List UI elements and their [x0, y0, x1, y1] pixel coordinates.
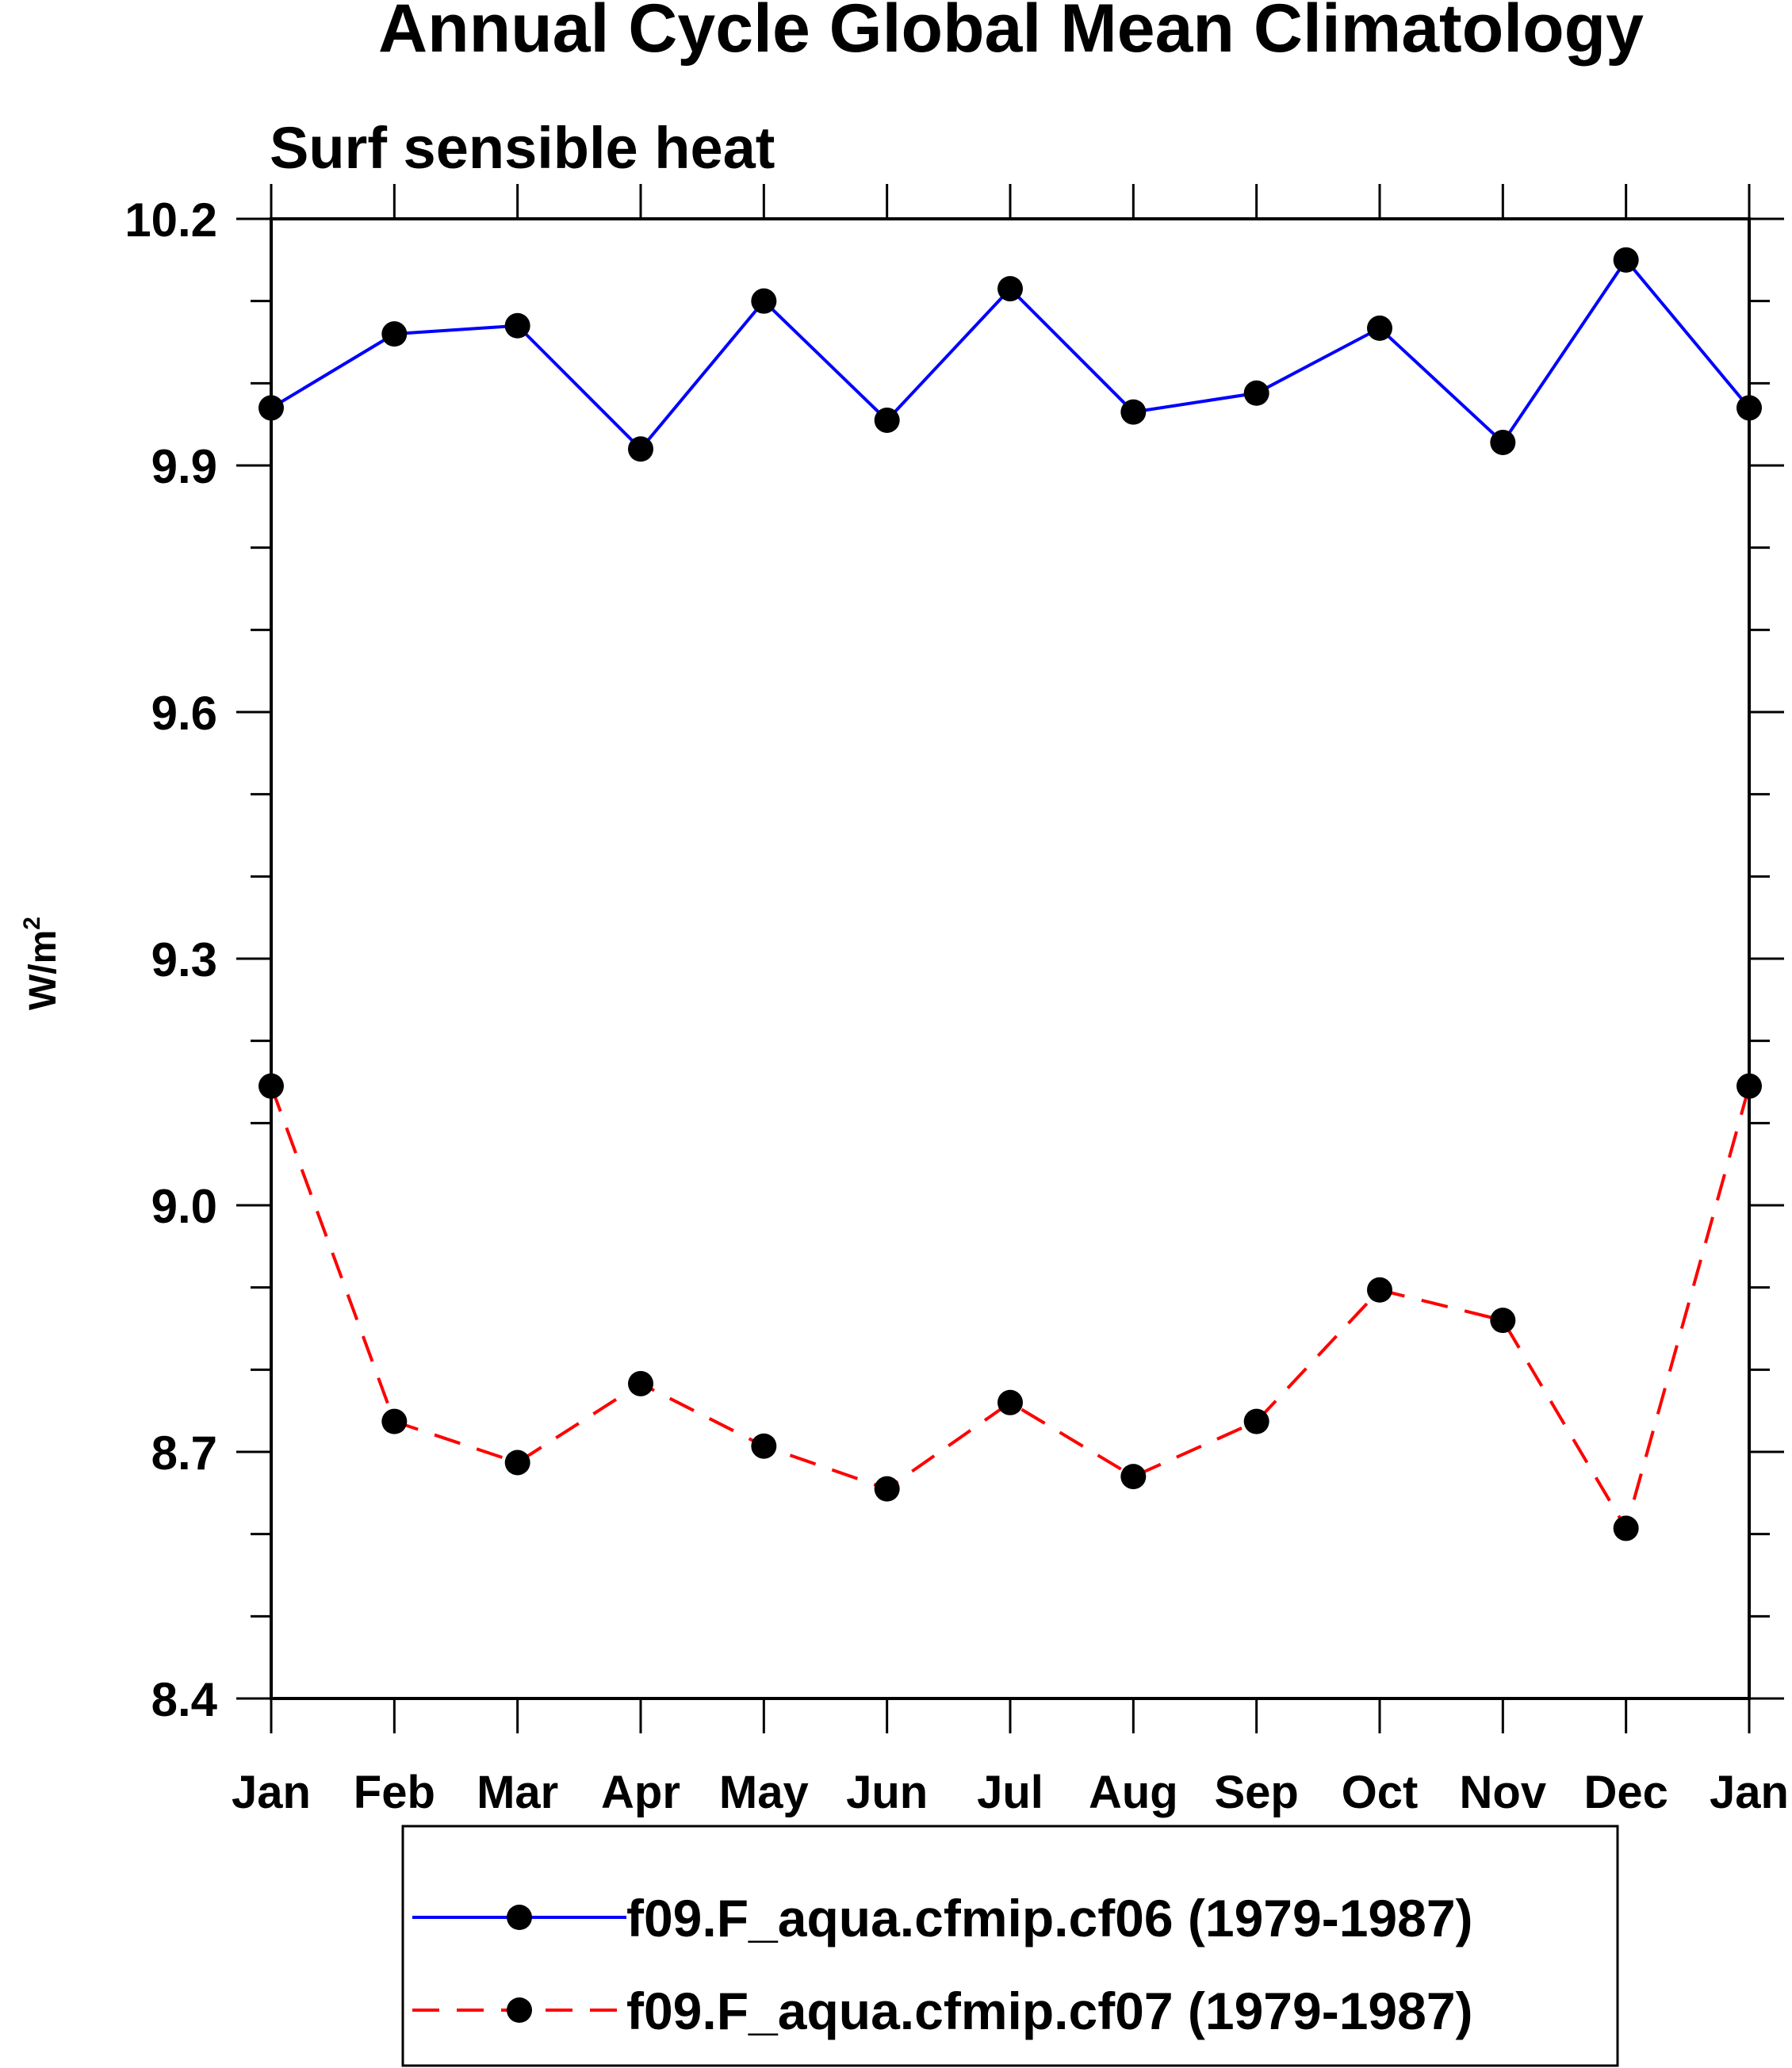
- data-point-series-1: [1613, 247, 1639, 273]
- data-point-series-2: [997, 1389, 1023, 1415]
- data-point-series-2: [1490, 1308, 1516, 1334]
- x-tick-label: Aug: [1089, 1767, 1178, 1818]
- y-axis-label: W/m2: [19, 917, 64, 1010]
- legend-box: [401, 1825, 1619, 2067]
- data-point-series-2: [1120, 1464, 1147, 1490]
- legend-marker-series-1: [507, 1905, 532, 1930]
- svg-text:W/m2: W/m2: [19, 917, 64, 1010]
- chart-subtitle: Surf sensible heat: [270, 115, 775, 181]
- axis-ticks: [236, 184, 1784, 1733]
- y-tick-labels: 8.4 8.7 9.0 9.3 9.6 9.9 10.2: [124, 193, 217, 1726]
- x-tick-label: Dec: [1583, 1767, 1668, 1818]
- data-point-series-1: [874, 407, 900, 433]
- x-tick-label: Nov: [1460, 1767, 1547, 1818]
- data-point-series-2: [1613, 1515, 1639, 1541]
- data-point-series-2: [381, 1408, 408, 1434]
- y-tick-label: 9.3: [151, 933, 217, 986]
- x-tick-label: May: [719, 1767, 809, 1818]
- data-point-series-2: [1367, 1277, 1392, 1303]
- data-point-series-2: [504, 1450, 530, 1476]
- x-tick-label: Jan: [232, 1767, 311, 1818]
- x-tick-label: Jul: [977, 1767, 1043, 1818]
- y-tick-label: 9.6: [151, 687, 217, 740]
- data-point-series-1: [381, 321, 408, 347]
- data-point-series-2: [628, 1370, 653, 1396]
- y-tick-label: 10.2: [124, 193, 217, 247]
- data-point-series-1: [504, 312, 530, 339]
- y-tick-label: 8.4: [151, 1673, 218, 1726]
- data-point-series-1: [1490, 429, 1516, 455]
- x-tick-label: Apr: [601, 1767, 680, 1818]
- data-point-series-1: [258, 395, 284, 421]
- legend-label-series-1: f09.F_aqua.cfmip.cf06 (1979-1987): [626, 1889, 1473, 1947]
- data-point-series-2: [751, 1433, 777, 1459]
- data-point-series-1: [1367, 315, 1392, 341]
- x-tick-label: Mar: [477, 1767, 558, 1818]
- data-point-series-1: [751, 288, 777, 314]
- legend-label-series-2: f09.F_aqua.cfmip.cf07 (1979-1987): [626, 1982, 1473, 2040]
- x-tick-label: Oct: [1342, 1767, 1419, 1818]
- y-tick-label: 8.7: [151, 1427, 217, 1480]
- y-tick-label: 9.9: [151, 440, 217, 493]
- x-tick-label: Feb: [354, 1767, 435, 1818]
- series-markers: [258, 247, 1762, 1541]
- legend: f09.F_aqua.cfmip.cf06 (1979-1987) f09.F_a…: [401, 1825, 1619, 2067]
- legend-marker-series-2: [507, 1997, 532, 2023]
- data-point-series-1: [1120, 399, 1147, 425]
- data-point-series-1: [1736, 395, 1762, 421]
- y-axis-label-text: W/m: [22, 930, 64, 1010]
- y-tick-label: 9.0: [151, 1180, 217, 1233]
- series-line-2: [270, 1085, 1751, 1533]
- data-point-series-2: [1736, 1073, 1762, 1099]
- x-tick-label: Jun: [846, 1767, 928, 1818]
- data-point-series-2: [1243, 1408, 1269, 1434]
- chart-title: Annual Cycle Global Mean Climatology: [378, 0, 1644, 67]
- data-point-series-1: [628, 436, 653, 462]
- y-axis-label-superscript: 2: [19, 917, 45, 930]
- data-point-series-2: [874, 1476, 900, 1502]
- data-point-series-1: [997, 276, 1023, 302]
- series-lines: [270, 257, 1751, 1533]
- x-tick-labels: Jan Feb Mar Apr May Jun Jul Aug Sep Oct Nov Dec Jan: [232, 1767, 1789, 1818]
- data-point-series-1: [1243, 380, 1269, 406]
- plot-frame: [270, 217, 1751, 1700]
- x-tick-label: Jan: [1710, 1767, 1789, 1818]
- x-tick-label: Sep: [1214, 1767, 1298, 1818]
- data-point-series-2: [258, 1073, 284, 1099]
